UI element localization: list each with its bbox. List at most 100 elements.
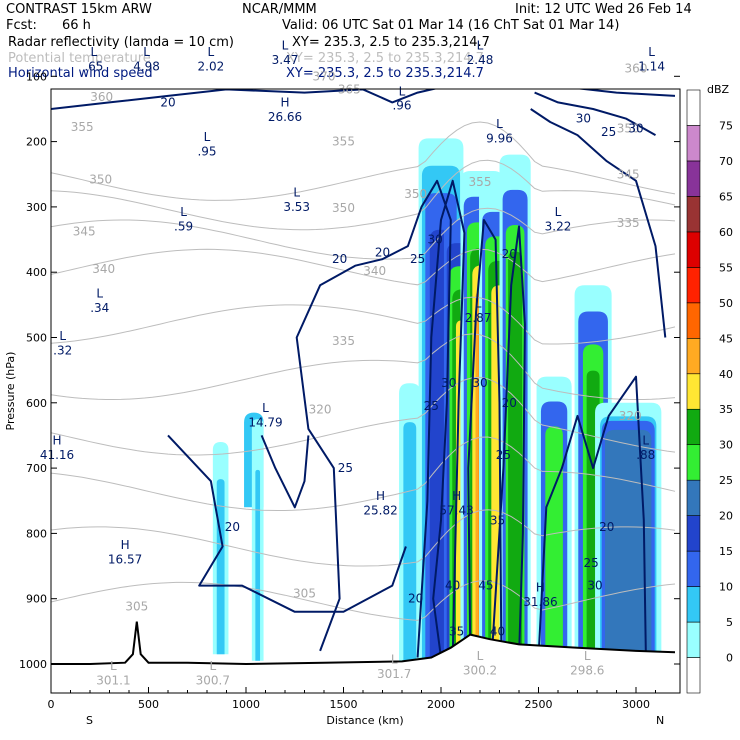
colorbar-swatch [686, 160, 701, 197]
wind-contour-label: 30 [428, 233, 443, 247]
extremum-letter: H [452, 489, 461, 503]
extremum-letter: L [59, 329, 66, 343]
wind-contour-label: 20 [332, 252, 347, 266]
x-tick-label: 1500 [330, 698, 358, 711]
x-tick-label: 3000 [622, 698, 650, 711]
field-wind-name: Horizontal wind speed [8, 66, 153, 81]
extremum-value: 4.98 [133, 60, 160, 74]
extremum-letter: L [477, 649, 484, 663]
extremum-value: .59 [174, 219, 193, 233]
wind-contour-label: 25 [424, 399, 439, 413]
theta-contour-line [51, 580, 676, 621]
wind-contour-label: 20 [502, 247, 517, 261]
theta-contour-line [51, 121, 676, 201]
colorbar-tick-label: 65 [719, 190, 733, 203]
x-tick-label: 2500 [525, 698, 553, 711]
x-tick-label: 0 [48, 698, 55, 711]
colorbar-tick-label: 35 [719, 403, 733, 416]
extremum-value: .65 [84, 60, 103, 74]
colorbar-swatch [686, 337, 701, 375]
wind-contour-label: 45 [478, 579, 493, 593]
extremum-value: 9.96 [486, 131, 513, 145]
colorbar-tick-label: 60 [719, 226, 733, 239]
colorbar-swatch [686, 621, 701, 658]
theta-contour-line [51, 207, 676, 260]
y-tick-label: 800 [26, 527, 47, 540]
theta-contour-line [51, 376, 676, 456]
wind-contour-layer [51, 89, 676, 658]
extremum-letter: L [180, 205, 187, 219]
x-tick-label: 500 [138, 698, 159, 711]
extremum-value: .95 [197, 144, 216, 158]
y-tick-label: 400 [26, 266, 47, 279]
extremum-letter: L [477, 39, 484, 53]
wind-contour-label: 35 [490, 513, 505, 527]
theta-contour-line [51, 159, 676, 231]
extremum-letter: L [399, 84, 406, 98]
extremum-letter: L [110, 659, 117, 673]
extremum-value: .34 [90, 301, 109, 315]
colorbar-swatch [686, 125, 701, 162]
theta-contour-label: 350 [89, 172, 112, 186]
extremum-value: 300.2 [463, 664, 497, 678]
colorbar-tick-label: 5 [726, 616, 733, 629]
y-tick-label: 500 [26, 332, 47, 345]
theta-contour-label: 350 [332, 201, 355, 215]
y-tick-label: 900 [26, 593, 47, 606]
colorbar-tick-label: 30 [719, 439, 733, 452]
extremum-letter: L [208, 45, 215, 59]
theta-contour-label: 345 [617, 167, 640, 181]
wind-contour-label: 40 [445, 579, 460, 593]
field-radar-xy: XY= 235.3, 2.5 to 235.3,214.7 [292, 35, 490, 50]
reflectivity-cell [545, 426, 563, 661]
theta-contour-label: 370 [313, 69, 336, 83]
colorbar-swatch [686, 586, 701, 623]
theta-contour-label: 305 [293, 586, 316, 600]
field-theta-xy: XY= 235.3, 2.5 to 235.3,214.7 [286, 51, 484, 66]
wind-contour-label: 30 [587, 579, 602, 593]
theta-contour-label: 350 [617, 122, 640, 136]
extremum-value: 2.02 [198, 60, 225, 74]
colorbar-tick-label: 45 [719, 332, 733, 345]
extremum-value: .32 [53, 344, 72, 358]
model-title: CONTRAST 15km ARW [6, 2, 152, 17]
axes-layer: 0 500 1000 1500 2000 2500 3000 100 200 300 400 500 6… [19, 70, 680, 711]
y-tick-label: 200 [26, 136, 47, 149]
colorbar-swatch [686, 408, 701, 446]
wind-contour-label: 40 [490, 624, 505, 638]
y-tick-label: 600 [26, 397, 47, 410]
wind-contour-label: 30 [576, 112, 591, 126]
contour-label-layer: 305 305 320 335 340 340 345 350 350 350 355 355 360 3… [40, 39, 665, 688]
colorbar-tick-label: 10 [719, 581, 733, 594]
theta-contour-label: 320 [309, 402, 332, 416]
extremum-letter: H [52, 434, 61, 448]
terrain-line [51, 621, 676, 666]
wind-contour-line [51, 89, 676, 110]
extremum-letter: L [496, 117, 503, 131]
extremum-value: 26.66 [268, 110, 302, 124]
extremum-value: 31.86 [523, 595, 557, 609]
theta-contour-label: 335 [332, 334, 355, 348]
wind-contour-line [260, 435, 310, 509]
reflectivity-cell [604, 429, 652, 661]
extremum-value: .96 [392, 99, 411, 113]
extremum-value: 2.48 [467, 53, 494, 67]
colorbar-swatch [686, 657, 701, 694]
extremum-value: 14.79 [248, 415, 282, 429]
colorbar-tick-label: 55 [719, 261, 733, 274]
field-wind-xy: XY= 235.3, 2.5 to 235.3,214.7 [286, 66, 484, 81]
field-radar-name: Radar reflectivity (lamda = 10 cm) [8, 35, 234, 50]
extremum-letter: L [91, 45, 98, 59]
forecast-label: Fcst: [6, 18, 37, 33]
wind-contour-label: 30 [472, 376, 487, 390]
extremum-value: 41.16 [40, 448, 74, 462]
terrain-fill [51, 621, 675, 693]
wind-contour-line [467, 219, 503, 658]
wind-contour-label: 30 [441, 376, 456, 390]
wind-contour-line [530, 108, 667, 338]
extremum-value: 3.22 [545, 219, 572, 233]
extremum-letter: L [584, 649, 591, 663]
y-tick-label: 300 [26, 201, 47, 214]
extremum-letter: H [280, 95, 289, 109]
theta-contour-label: 360 [625, 61, 648, 75]
